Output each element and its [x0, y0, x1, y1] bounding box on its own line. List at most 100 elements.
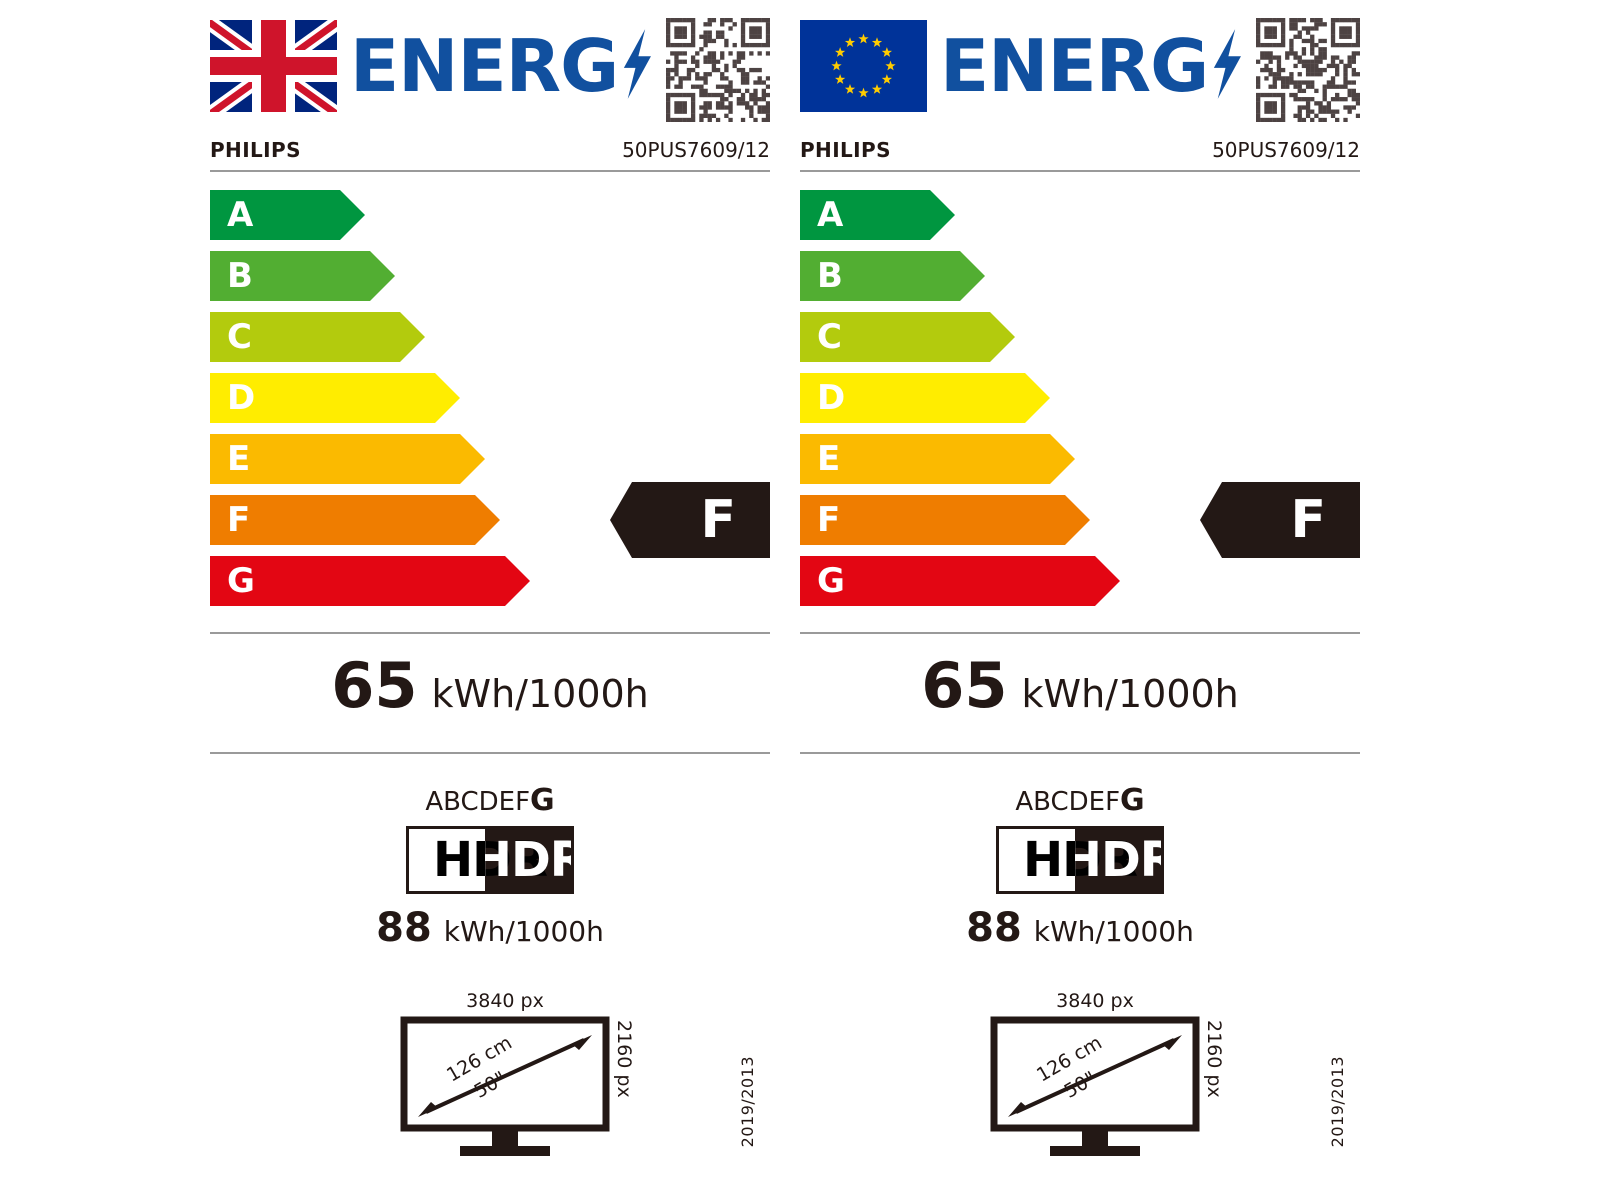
rating-letter: F [700, 490, 736, 550]
scale-bar-arrow-shape [800, 373, 1050, 423]
scale-bar-letter: C [817, 317, 842, 357]
scale-bar-letter: F [817, 500, 841, 540]
divider-rule-3 [800, 752, 1360, 754]
model-number: 50PUS7609/12 [1212, 138, 1360, 162]
scale-bar-e: E [800, 434, 1075, 484]
scale-bar-arrow-shape [210, 373, 460, 423]
hdr-consumption-unit: kWh/1000h [1033, 915, 1194, 948]
scale-bar-g: G [800, 556, 1120, 606]
divider-rule-2 [210, 632, 770, 634]
rating-pointer-shape [610, 482, 770, 558]
hdr-logo-clip: HDR [1075, 829, 1161, 891]
scale-bar-f: F [210, 495, 500, 545]
hdr-consumption-unit: kWh/1000h [443, 915, 604, 948]
scale-bar-c: C [210, 312, 425, 362]
rating-letter: F [1290, 490, 1326, 550]
scale-bar-arrow-shape [800, 251, 985, 301]
scale-bar-d: D [800, 373, 1050, 423]
divider-rule-2 [800, 632, 1360, 634]
brand-name: PHILIPS [800, 138, 891, 162]
screen-spec-diagram: 3840 px 2160 px 126 cm 50" [210, 992, 770, 1162]
scale-bar-arrow-shape [210, 556, 530, 606]
scale-bar-b: B [800, 251, 985, 301]
scale-bar-e: E [210, 434, 485, 484]
scale-bar-letter: B [227, 256, 253, 296]
scale-bar-a: A [210, 190, 365, 240]
hdr-logo-dark-half [1075, 829, 1161, 891]
scale-bar-letter: G [817, 561, 845, 601]
scale-bar-arrow-shape [800, 312, 1015, 362]
scale-bar-letter: E [817, 439, 841, 479]
hdr-logo-dark-half [485, 829, 571, 891]
energy-wordmark: ENERG [350, 24, 653, 108]
qr-code-icon[interactable] [1256, 18, 1360, 122]
rating-pointer: F [610, 482, 770, 558]
scale-bar-letter: F [227, 500, 251, 540]
brand-row: PHILIPS 50PUS7609/12 [800, 138, 1360, 166]
tv-outline-icon [400, 1016, 610, 1162]
screen-height-label: 2160 px [613, 1020, 635, 1098]
hdr-section: ABCDEFGHDRHDR88kWh/1000h [210, 786, 770, 949]
tv-illustration: 3840 px 2160 px 126 cm 50" [990, 990, 1225, 1162]
scale-bar-d: D [210, 373, 460, 423]
energy-label-eu: ENERG PHILIPS 50PUS7609/12 A B C D E F G F 65 kWh/10… [780, 0, 1380, 1200]
scale-bar-arrow-shape [800, 190, 955, 240]
energy-label-uk: ENERG PHILIPS 50PUS7609/12 A B C D E F G F 65 kWh/10… [190, 0, 790, 1200]
hdr-section: ABCDEFGHDRHDR88kWh/1000h [800, 783, 1360, 951]
tv-illustration: 3840 px 2160 px 126 cm 50" [400, 992, 635, 1162]
hdr-consumption-value: 88 [376, 905, 432, 951]
scale-bar-arrow-shape [210, 251, 395, 301]
tv-outline-icon [990, 1016, 1200, 1162]
scale-bar-f: F [800, 495, 1090, 545]
scale-bar-a: A [800, 190, 955, 240]
divider-rule-1 [210, 170, 770, 172]
hdr-logo-text-dark: HDR [433, 832, 548, 888]
hdr-scale-prefix: ABCDEF [425, 787, 531, 817]
hdr-scale-value: G [1120, 783, 1145, 818]
scale-bar-c: C [800, 312, 1015, 362]
model-number: 50PUS7609/12 [622, 138, 770, 162]
scale-bar-letter: E [227, 439, 251, 479]
energy-word: ENERG [940, 24, 1209, 108]
energy-word: ENERG [350, 24, 619, 108]
hdr-logo-text-light: HDR [1075, 832, 1161, 888]
scale-bar-b: B [210, 251, 395, 301]
scale-bar-letter: D [817, 378, 846, 418]
scale-bar-arrow-shape [210, 434, 485, 484]
scale-bar-arrow-shape [210, 190, 365, 240]
scale-bar-letter: D [227, 378, 256, 418]
hdr-consumption: 88 kWh/1000h [210, 908, 770, 948]
lightning-bolt-icon [1210, 29, 1243, 103]
scale-bar-letter: C [227, 317, 252, 357]
hdr-consumption-value: 88 [966, 905, 1022, 951]
screen-height-label: 2160 px [1203, 1020, 1225, 1098]
consumption-unit: kWh/1000h [1021, 672, 1239, 716]
scale-bar-letter: G [227, 561, 255, 601]
divider-rule-1 [800, 170, 1360, 172]
hdr-logo: HDRHDR [406, 826, 574, 894]
consumption-value: 65 [331, 649, 418, 722]
hdr-scale-row: ABCDEFG [210, 786, 770, 816]
regulation-reference: 2019/2013 [738, 1056, 757, 1148]
brand-row: PHILIPS 50PUS7609/12 [210, 138, 770, 166]
energy-wordmark: ENERG [940, 24, 1243, 108]
qr-code-icon[interactable] [666, 18, 770, 122]
scale-bar-arrow-shape [210, 312, 425, 362]
rating-pointer: F [1200, 482, 1360, 558]
energy-consumption: 65 kWh/1000h [800, 655, 1360, 717]
screen-width-label: 3840 px [1056, 990, 1134, 1012]
rating-pointer-shape [1200, 482, 1360, 558]
scale-bar-g: G [210, 556, 530, 606]
scale-bar-arrow-shape [210, 495, 500, 545]
brand-name: PHILIPS [210, 138, 301, 162]
scale-bar-letter: A [227, 195, 254, 235]
consumption-value: 65 [921, 649, 1008, 722]
hdr-logo-text-dark: HDR [1023, 832, 1138, 888]
label-header: ENERG [210, 10, 770, 122]
hdr-logo-clip: HDR [485, 829, 571, 891]
hdr-logo: HDRHDR [996, 826, 1164, 894]
uk-flag-icon [210, 20, 337, 112]
